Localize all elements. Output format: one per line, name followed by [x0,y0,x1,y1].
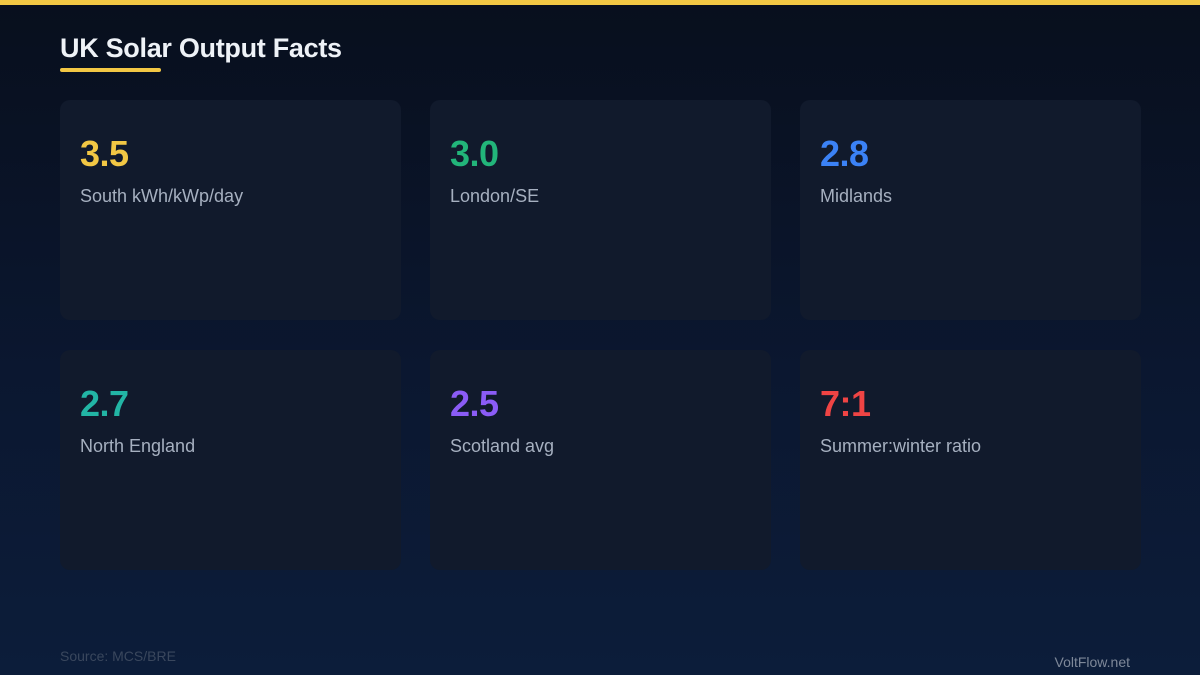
fact-card-london: 3.0 London/SE [430,100,771,320]
fact-card-midlands: 2.8 Midlands [800,100,1141,320]
fact-card-seasonal-ratio: 7:1 Summer:winter ratio [800,350,1141,570]
fact-value: 7:1 [820,383,871,424]
fact-label: Scotland avg [450,436,555,456]
fact-value: 3.5 [80,133,129,174]
fact-label: North England [80,436,196,456]
title-underline [60,68,161,72]
facts-grid: 3.5 South kWh/kWp/day 3.0 London/SE 2.8 … [60,100,1141,570]
fact-label: Summer:winter ratio [820,436,982,456]
fact-value: 2.5 [450,383,499,424]
fact-card-north-england: 2.7 North England [60,350,401,570]
fact-label: South kWh/kWp/day [80,186,244,206]
fact-card-scotland: 2.5 Scotland avg [430,350,771,570]
brand-link[interactable]: VoltFlow.net [1054,654,1131,670]
fact-card-south: 3.5 South kWh/kWp/day [60,100,401,320]
fact-value: 2.8 [820,133,869,174]
page-title: UK Solar Output Facts [60,33,342,63]
fact-label: London/SE [450,186,540,206]
fact-value: 2.7 [80,383,129,424]
top-accent-bar [0,0,1200,5]
source-note: Source: MCS/BRE [60,648,176,664]
fact-value: 3.0 [450,133,499,174]
fact-label: Midlands [820,186,893,206]
